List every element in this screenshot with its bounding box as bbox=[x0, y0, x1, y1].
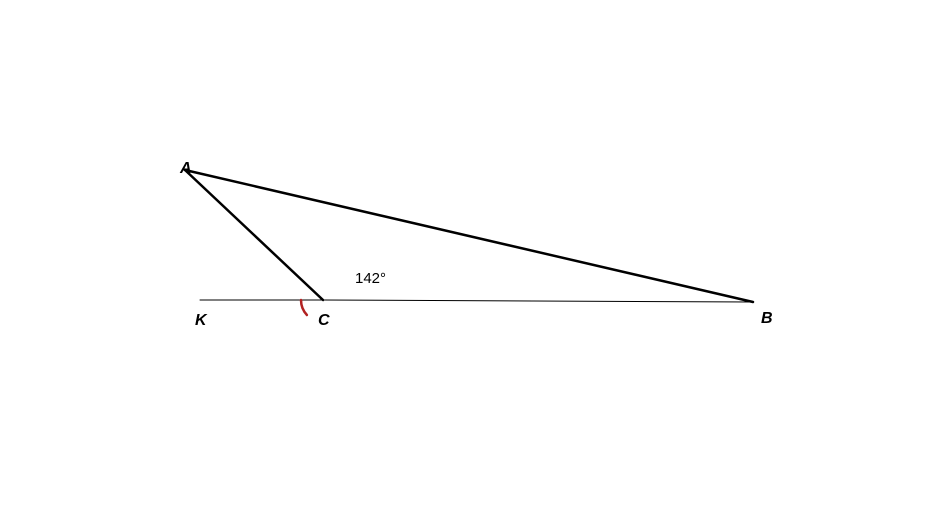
diagram-svg bbox=[0, 0, 929, 525]
vertex-label-b: B bbox=[761, 310, 773, 328]
angle-arc-group bbox=[301, 300, 307, 315]
vertex-label-c: C bbox=[318, 312, 330, 330]
vertex-label-a: A bbox=[180, 160, 192, 178]
vertex-label-k: K bbox=[195, 312, 207, 330]
lines-group bbox=[185, 170, 753, 302]
geometry-diagram: A B C K 142° bbox=[0, 0, 929, 525]
angle-measure-label: 142° bbox=[355, 270, 386, 287]
